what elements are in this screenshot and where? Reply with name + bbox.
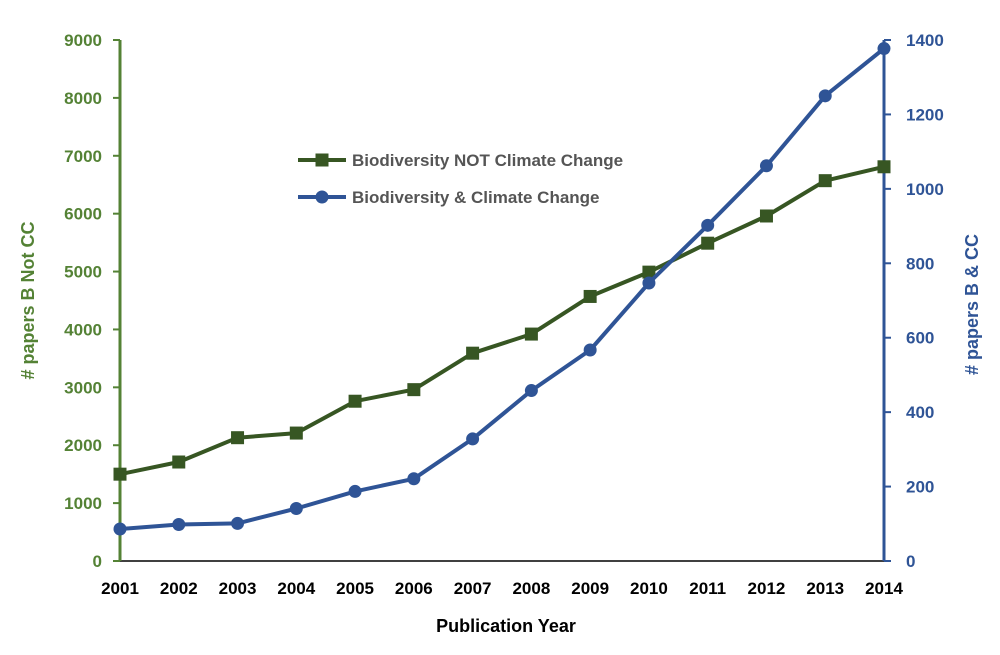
left-y-tick-label: 5000 xyxy=(64,263,102,282)
biodiversity-and-cc-line xyxy=(119,47,886,531)
x-tick-label: 2001 xyxy=(101,579,139,598)
biodiversity-and-cc-point xyxy=(759,159,773,173)
x-tick-label: 2008 xyxy=(512,579,550,598)
x-tick-label: 2013 xyxy=(806,579,844,598)
left-y-tick-label: 3000 xyxy=(64,378,102,397)
left-y-tick-label: 1000 xyxy=(64,494,102,513)
left-y-tick-label: 9000 xyxy=(64,31,102,50)
biodiversity-and-cc-point xyxy=(348,484,362,498)
legend: Biodiversity NOT Climate Change Biodivers… xyxy=(298,151,623,207)
biodiversity-not-cc-point xyxy=(289,426,303,440)
x-tick-label: 2012 xyxy=(748,579,786,598)
left-y-tick-label: 7000 xyxy=(64,147,102,166)
x-tick-label: 2003 xyxy=(219,579,257,598)
x-tick-label: 2002 xyxy=(160,579,198,598)
biodiversity-not-cc-point xyxy=(642,265,656,279)
biodiversity-and-cc-point xyxy=(877,42,891,56)
biodiversity-and-cc-point xyxy=(642,276,656,290)
biodiversity-and-cc-point xyxy=(701,218,715,232)
biodiversity-not-cc-point xyxy=(524,327,538,341)
left-y-axis-title: # papers B Not CC xyxy=(18,221,38,379)
right-y-tick-label: 1200 xyxy=(906,105,944,124)
biodiversity-not-cc-point xyxy=(172,455,186,469)
right-y-tick-label: 400 xyxy=(906,403,934,422)
biodiversity-and-cc-point xyxy=(172,518,186,532)
biodiversity-and-cc-point xyxy=(231,516,245,530)
axes: 2001 2002 2003 2004 2005 2006 2007 2008 2009 2010… xyxy=(18,31,982,636)
biodiversity-and-cc-point xyxy=(466,432,480,446)
biodiversity-not-cc-point xyxy=(701,236,715,250)
x-tick-label: 2009 xyxy=(571,579,609,598)
biodiversity-not-cc-point xyxy=(466,346,480,360)
legend-biodiversity-and-cc-marker xyxy=(315,190,329,204)
biodiversity-and-cc-point xyxy=(583,343,597,357)
left-y-tick-label: 8000 xyxy=(64,89,102,108)
biodiversity-not-cc-point xyxy=(113,467,127,481)
x-axis-title: Publication Year xyxy=(436,616,576,636)
legend-biodiversity-not-cc-marker xyxy=(315,153,329,167)
biodiversity-not-cc-point xyxy=(877,160,891,174)
biodiversity-not-cc-point xyxy=(231,431,245,445)
biodiversity-not-cc-point xyxy=(759,209,773,223)
x-tick-label: 2006 xyxy=(395,579,433,598)
biodiversity-not-cc-point xyxy=(407,383,421,397)
right-y-tick-label: 0 xyxy=(906,552,915,571)
legend-biodiversity-and-cc-label: Biodiversity & Climate Change xyxy=(352,188,600,207)
biodiversity-and-cc-point xyxy=(818,89,832,103)
left-y-tick-label: 4000 xyxy=(64,320,102,339)
left-y-tick-label: 6000 xyxy=(64,205,102,224)
biodiversity-not-cc-point xyxy=(583,289,597,303)
x-tick-label: 2005 xyxy=(336,579,374,598)
right-y-axis-title: # papers B & CC xyxy=(962,234,982,375)
right-y-tick-label: 1000 xyxy=(906,180,944,199)
right-y-tick-label: 800 xyxy=(906,254,934,273)
biodiversity-not-cc-line xyxy=(119,164,885,477)
biodiversity-and-cc-point xyxy=(113,522,127,536)
biodiversity-not-cc-point xyxy=(818,174,832,188)
biodiversity-and-cc-point xyxy=(407,472,421,486)
biodiversity-not-cc-point xyxy=(348,394,362,408)
x-tick-label: 2007 xyxy=(454,579,492,598)
biodiversity-and-cc-point xyxy=(289,502,303,516)
x-tick-label: 2011 xyxy=(689,579,726,598)
x-tick-label: 2014 xyxy=(865,579,903,598)
x-tick-label: 2004 xyxy=(277,579,315,598)
right-y-tick-label: 1400 xyxy=(906,31,944,50)
biodiversity-and-cc-point xyxy=(524,384,538,398)
left-y-tick-label: 2000 xyxy=(64,436,102,455)
x-tick-label: 2010 xyxy=(630,579,668,598)
legend-biodiversity-not-cc-label: Biodiversity NOT Climate Change xyxy=(352,151,623,170)
left-y-tick-label: 0 xyxy=(93,552,102,571)
right-y-tick-label: 600 xyxy=(906,329,934,348)
right-y-tick-label: 200 xyxy=(906,478,934,497)
series-layer xyxy=(113,42,891,536)
